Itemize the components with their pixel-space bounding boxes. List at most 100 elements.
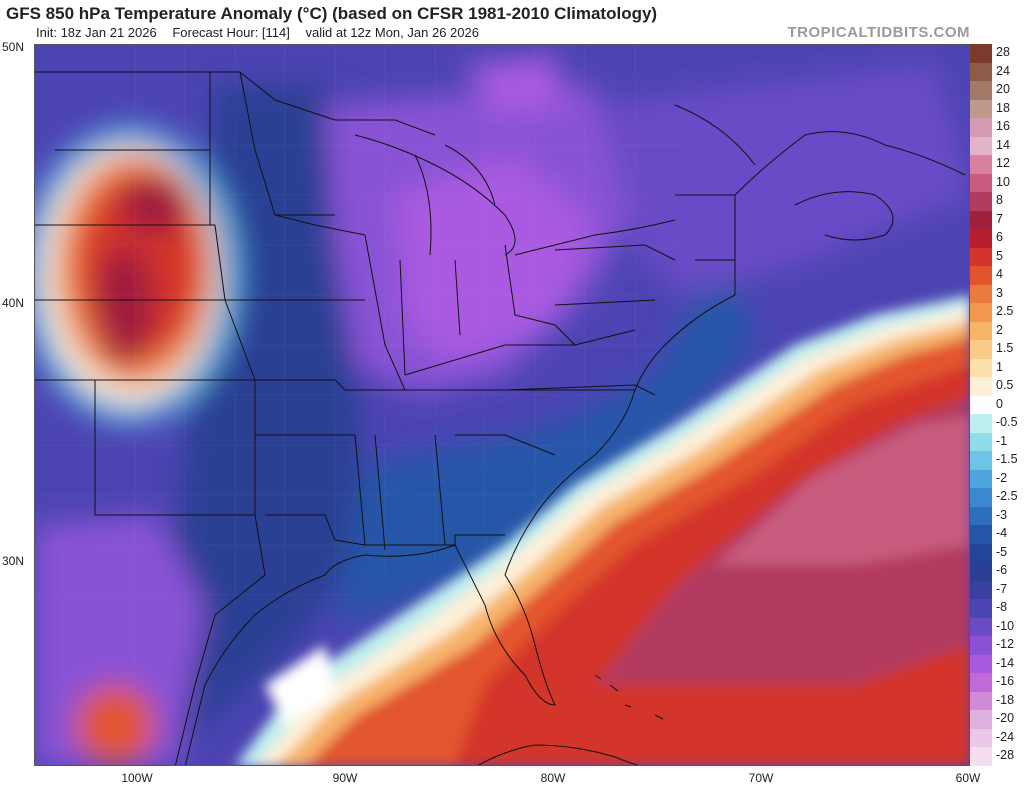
colorbar-swatch (970, 728, 992, 748)
colorbar-entry: 1 (970, 358, 1024, 378)
colorbar-swatch (970, 488, 992, 507)
colorbar-swatch (970, 414, 992, 433)
map-subtitle: Init: 18z Jan 21 2026 Forecast Hour: [11… (36, 25, 491, 40)
colorbar-label: -12 (996, 637, 1015, 652)
colorbar-swatch (970, 173, 992, 193)
colorbar-entry: 7 (970, 210, 1024, 230)
colorbar-swatch (970, 451, 992, 470)
colorbar-label: 5 (996, 248, 1003, 263)
colorbar-entry: -8 (970, 599, 1024, 618)
colorbar-entry: 10 (970, 173, 1024, 193)
colorbar-entry: 18 (970, 99, 1024, 119)
colorbar-swatch (970, 747, 992, 766)
colorbar-label: 4 (996, 267, 1003, 282)
colorbar-entry: 6 (970, 229, 1024, 248)
colorbar-entry: 2 (970, 321, 1024, 341)
colorbar-label: -5 (996, 544, 1008, 559)
colorbar-swatch (970, 691, 992, 711)
colorbar-swatch (970, 599, 992, 618)
colorbar-label: -20 (996, 711, 1015, 726)
colorbar-swatch (970, 543, 992, 563)
colorbar-entry: 24 (970, 62, 1024, 81)
colorbar-swatch (970, 506, 992, 526)
colorbar-swatch (970, 303, 992, 322)
colorbar-swatch (970, 210, 992, 230)
colorbar-label: 6 (996, 230, 1003, 245)
lon-label-70w: 70W (748, 771, 774, 785)
anomaly-shading (35, 55, 969, 765)
colorbar-entry: -14 (970, 654, 1024, 674)
colorbar-swatch (970, 562, 992, 581)
map-title: GFS 850 hPa Temperature Anomaly (°C) (ba… (6, 4, 658, 23)
colorbar-label: -6 (996, 563, 1008, 578)
colorbar-label: -3 (996, 507, 1008, 522)
colorbar-entry: 0 (970, 395, 1024, 415)
colorbar-swatch (970, 136, 992, 156)
colorbar-entry: 28 (970, 44, 1024, 63)
colorbar-label: -14 (996, 655, 1015, 670)
colorbar-entry: -16 (970, 673, 1024, 692)
colorbar-label: -1.5 (996, 452, 1018, 467)
colorbar-label: 1 (996, 359, 1003, 374)
colorbar-swatch (970, 229, 992, 248)
lat-label-40n: 40N (2, 296, 25, 310)
colorbar-swatch (970, 654, 992, 674)
colorbar-entry: -7 (970, 580, 1024, 600)
colorbar-swatch (970, 62, 992, 81)
lon-label-100w: 100W (121, 771, 153, 785)
forecast-hour: Forecast Hour: [114] (172, 25, 290, 40)
colorbar-label: 10 (996, 174, 1010, 189)
colorbar-label: 0 (996, 396, 1003, 411)
colorbar-entry: 12 (970, 155, 1024, 174)
colorbar-swatch (970, 432, 992, 452)
colorbar-entry: -4 (970, 525, 1024, 544)
anomaly-map (34, 44, 970, 766)
lon-label-60w: 60W (955, 771, 981, 785)
colorbar-swatch (970, 247, 992, 267)
valid-time: valid at 12z Mon, Jan 26 2026 (305, 25, 479, 40)
colorbar-swatch (970, 118, 992, 137)
colorbar-swatch (970, 44, 992, 63)
colorbar-label: -7 (996, 581, 1008, 596)
colorbar-label: 16 (996, 119, 1010, 134)
colorbar-label: -0.5 (996, 415, 1018, 430)
colorbar-label: 12 (996, 156, 1010, 171)
colorbar-entry: 8 (970, 192, 1024, 211)
colorbar-swatch (970, 321, 992, 341)
colorbar-entry: -12 (970, 636, 1024, 655)
colorbar-label: -8 (996, 600, 1008, 615)
colorbar-label: 0.5 (996, 378, 1014, 393)
anomaly-colorbar: 28 24 20 18 16 14 12 10 8 7 6 5 4 3 2.5 2 1.5 1 0.5 0 -0.5 -1… (970, 44, 1024, 766)
colorbar-label: 1.5 (996, 341, 1014, 356)
colorbar-entry: -0.5 (970, 414, 1024, 433)
colorbar-swatch (970, 710, 992, 729)
colorbar-entry: -1 (970, 432, 1024, 452)
colorbar-entry: 20 (970, 81, 1024, 100)
colorbar-swatch (970, 81, 992, 100)
colorbar-swatch (970, 99, 992, 119)
lon-label-80w: 80W (540, 771, 566, 785)
brand-watermark: TROPICALTIDBITS.COM (787, 24, 970, 41)
colorbar-swatch (970, 155, 992, 174)
colorbar-entry: -10 (970, 617, 1024, 637)
colorbar-swatch (970, 469, 992, 489)
colorbar-entry: 14 (970, 136, 1024, 156)
colorbar-label: 24 (996, 63, 1010, 78)
colorbar-entry: 16 (970, 118, 1024, 137)
colorbar-swatch (970, 340, 992, 359)
colorbar-label: 8 (996, 193, 1003, 208)
colorbar-entry: 0.5 (970, 377, 1024, 396)
colorbar-entry: 1.5 (970, 340, 1024, 359)
colorbar-entry: 2.5 (970, 303, 1024, 322)
lat-label-30n: 30N (2, 554, 25, 568)
colorbar-label: 20 (996, 82, 1010, 97)
colorbar-entry: -3 (970, 506, 1024, 526)
colorbar-label: 7 (996, 211, 1003, 226)
colorbar-swatch (970, 580, 992, 600)
state-boundaries (35, 71, 966, 765)
colorbar-label: -2 (996, 470, 1008, 485)
colorbar-entry: -2.5 (970, 488, 1024, 507)
colorbar-entry: 3 (970, 284, 1024, 304)
colorbar-swatch (970, 636, 992, 655)
colorbar-label: -1 (996, 433, 1008, 448)
